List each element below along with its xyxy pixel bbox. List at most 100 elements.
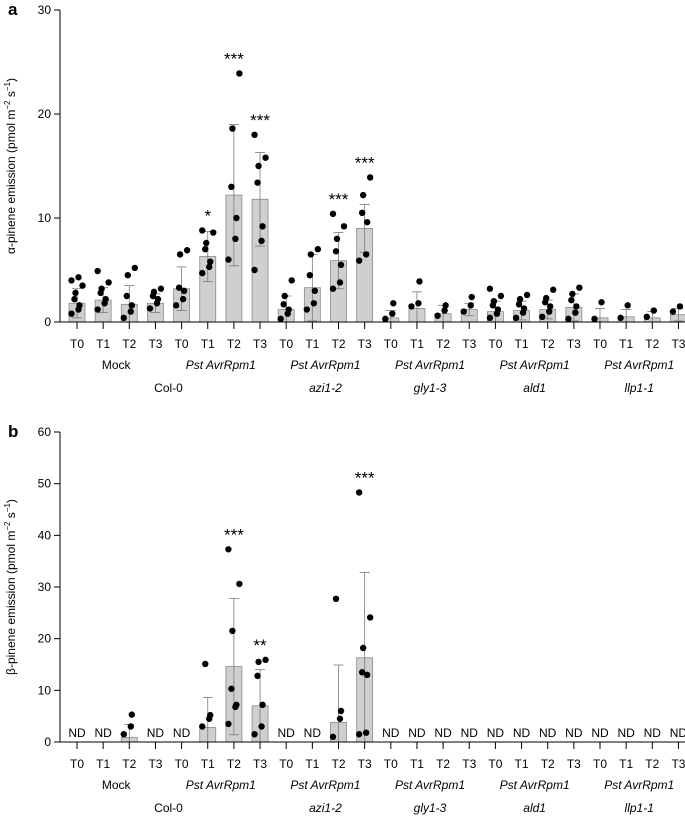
data-point [157,285,165,292]
genotype-label: ald1 [523,801,546,815]
treatment-label: Pst AvrRpm1 [500,358,570,372]
treatment-label: Mock [102,778,132,792]
data-point [202,246,209,253]
x-tick-label-t0: T0 [175,337,189,351]
data-point [210,229,217,236]
data-point [128,302,135,309]
data-point [359,191,367,199]
panel-label-a: a [8,0,18,19]
data-point [416,278,423,285]
nd-label: ND [408,726,426,740]
data-point [565,315,572,323]
nd-label: ND [68,726,86,740]
data-point [199,269,206,277]
x-tick-label-t2: T2 [436,757,450,771]
y-axis-title-ylabel-sup1: −2 [3,521,12,531]
data-point [236,70,243,77]
x-tick-label-t1: T1 [305,337,319,351]
significance-mark: ** [253,636,267,655]
x-tick-label-t3: T3 [567,337,581,351]
data-point [340,223,348,230]
data-point [254,672,261,680]
data-point [94,267,101,275]
significance-mark: *** [224,49,244,68]
significance-mark: *** [355,468,375,487]
data-point [225,546,232,553]
treatment-label: Pst AvrRpm1 [604,778,674,792]
y-axis-title-ylabel-mid: s [4,91,18,100]
data-point [199,723,206,730]
data-point [176,251,184,258]
data-point [180,287,188,294]
data-point [288,277,295,284]
data-point [150,288,158,296]
treatment-label: Pst AvrRpm1 [290,778,360,792]
treatment-label: Mock [102,358,132,372]
treatment-label: Pst AvrRpm1 [186,358,256,372]
significance-mark: *** [329,190,349,209]
x-tick-label-t2: T2 [645,337,659,351]
data-point [460,308,467,315]
x-tick-label-t0: T0 [384,757,398,771]
nd-label: ND [644,726,662,740]
y-axis-title-ylabel-sup2: −1 [3,503,12,513]
data-point [183,247,191,254]
data-point [591,315,598,323]
y-axis-title-ylabel-prefix: β-pinene emission (pmol m [4,531,18,675]
data-point [363,218,371,226]
data-point [434,312,441,319]
data-point [202,660,209,668]
treatment-label: Pst AvrRpm1 [395,778,465,792]
data-point [310,300,318,307]
data-point [669,308,677,315]
nd-label: ND [382,726,400,740]
data-point [467,302,474,309]
y-axis-title-ylabel-sup2: −1 [3,81,12,91]
data-point [199,227,206,234]
x-tick-label-t1: T1 [305,757,319,771]
y-tick-label: 40 [38,528,52,542]
x-tick-label-t2: T2 [122,757,136,771]
x-tick-label-t3: T3 [358,337,372,351]
nd-label: ND [461,726,479,740]
genotype-label: gly1-3 [414,801,447,815]
data-point [550,286,557,293]
x-tick-label-t2: T2 [331,757,345,771]
data-point [337,261,345,268]
data-point [329,733,337,741]
data-point [389,310,396,317]
x-tick-label-t0: T0 [593,337,607,351]
data-point [179,295,187,303]
data-point [624,302,631,309]
data-point [277,315,284,323]
data-point [355,489,363,496]
data-point [543,294,550,302]
x-tick-label-t2: T2 [541,757,555,771]
treatment-label: Pst AvrRpm1 [604,358,674,372]
data-point [203,239,210,247]
x-tick-label-t0: T0 [279,757,293,771]
y-tick-label: 60 [38,425,52,439]
x-tick-label-t1: T1 [96,337,110,351]
genotype-label: azi1-2 [309,801,342,815]
data-point [254,179,261,186]
data-point [382,315,389,323]
data-point [362,251,370,258]
y-axis-title-ylabel-suffix: ) [4,78,18,82]
x-tick-label-t3: T3 [567,757,581,771]
data-point [175,284,183,291]
x-tick-label-t1: T1 [515,337,529,351]
data-point [362,729,370,736]
data-point [280,301,287,308]
y-axis-title-ylabel-sup1: −2 [3,100,12,110]
data-point [71,295,78,303]
data-point [259,223,266,230]
x-tick-label-t0: T0 [384,337,398,351]
y-tick-label: 30 [38,580,52,594]
data-point [172,302,180,309]
x-tick-label-t2: T2 [331,337,345,351]
data-point [251,731,258,738]
significance-mark: *** [250,111,270,130]
nd-label: ND [565,726,583,740]
